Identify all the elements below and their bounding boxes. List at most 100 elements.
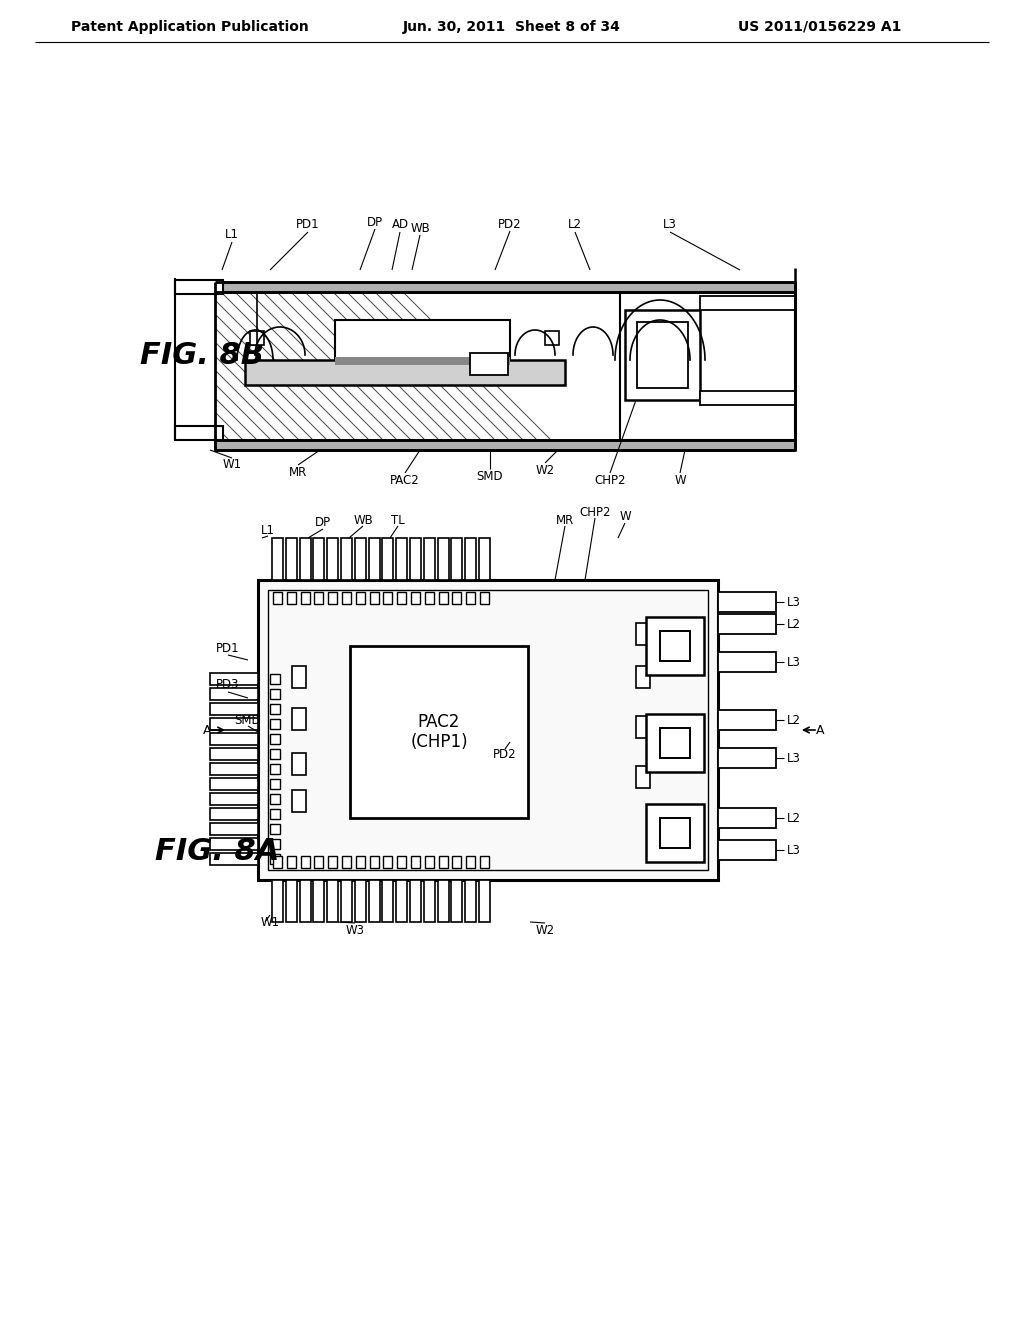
Bar	[700, 391, 795, 405]
Bar	[466, 591, 475, 605]
Bar	[314, 855, 324, 869]
Bar	[342, 855, 351, 869]
Bar	[452, 539, 463, 579]
Bar	[397, 591, 407, 605]
Bar	[479, 880, 490, 921]
Bar	[210, 808, 258, 820]
Bar	[370, 855, 379, 869]
Bar	[425, 855, 434, 869]
Bar	[718, 652, 776, 672]
Bar	[350, 645, 528, 818]
Bar	[545, 331, 559, 345]
Bar	[270, 779, 280, 789]
Bar	[646, 804, 705, 862]
Text: FIG. 8A: FIG. 8A	[155, 837, 280, 866]
Bar	[718, 614, 776, 634]
Bar	[355, 855, 365, 869]
Bar	[258, 579, 718, 880]
Text: A: A	[203, 723, 211, 737]
Text: L3: L3	[787, 843, 801, 857]
Bar	[270, 704, 280, 714]
Bar	[479, 539, 490, 579]
Text: PD2: PD2	[499, 218, 522, 231]
Bar	[342, 591, 351, 605]
Bar	[210, 704, 258, 715]
Bar	[424, 539, 435, 579]
Bar	[636, 667, 650, 688]
Bar	[718, 710, 776, 730]
Bar	[292, 667, 306, 688]
Bar	[465, 539, 476, 579]
Bar	[718, 840, 776, 861]
Text: AD: AD	[391, 219, 409, 231]
Bar	[328, 880, 338, 921]
Text: W2: W2	[536, 463, 555, 477]
Text: L3: L3	[787, 751, 801, 764]
Bar	[470, 352, 508, 375]
Bar	[660, 631, 690, 661]
Bar	[314, 591, 324, 605]
Bar	[453, 591, 462, 605]
Bar	[272, 880, 283, 921]
Text: MR: MR	[289, 466, 307, 479]
Bar	[273, 855, 282, 869]
Bar	[270, 748, 280, 759]
Text: L2: L2	[787, 618, 801, 631]
Bar	[453, 855, 462, 869]
Bar	[270, 719, 280, 729]
Bar	[287, 591, 296, 605]
Bar	[718, 591, 776, 612]
Bar	[438, 591, 447, 605]
Bar	[268, 590, 708, 870]
Bar	[210, 733, 258, 744]
Bar	[328, 539, 338, 579]
Bar	[273, 591, 282, 605]
Bar	[335, 356, 510, 366]
Bar	[287, 855, 296, 869]
Text: L2: L2	[787, 812, 801, 825]
Bar	[396, 539, 408, 579]
Text: DP: DP	[367, 215, 383, 228]
Bar	[270, 795, 280, 804]
Text: L3: L3	[664, 219, 677, 231]
Bar	[424, 880, 435, 921]
Bar	[301, 591, 309, 605]
Polygon shape	[215, 292, 620, 440]
Bar	[437, 880, 449, 921]
Bar	[636, 715, 650, 738]
Bar	[270, 840, 280, 849]
Text: W1: W1	[260, 916, 280, 928]
Text: W3: W3	[345, 924, 365, 936]
Bar	[660, 729, 690, 758]
Bar	[718, 748, 776, 768]
Bar	[215, 440, 795, 450]
Bar	[313, 880, 325, 921]
Bar	[210, 838, 258, 850]
Text: W: W	[674, 474, 686, 487]
Bar	[465, 880, 476, 921]
Text: DP: DP	[315, 516, 331, 529]
Bar	[396, 880, 408, 921]
Bar	[646, 616, 705, 675]
Text: SMD: SMD	[234, 714, 261, 726]
Text: SMD: SMD	[477, 470, 504, 483]
Bar	[270, 764, 280, 774]
Bar	[383, 855, 392, 869]
Text: W2: W2	[536, 924, 555, 936]
Bar	[270, 734, 280, 744]
Text: PD1: PD1	[296, 219, 319, 231]
Bar	[625, 310, 700, 400]
Bar	[636, 623, 650, 645]
Text: PD3: PD3	[216, 678, 240, 692]
Text: US 2011/0156229 A1: US 2011/0156229 A1	[738, 20, 902, 34]
Bar	[335, 319, 510, 360]
Text: Patent Application Publication: Patent Application Publication	[71, 20, 309, 34]
Text: L2: L2	[787, 714, 801, 726]
Bar	[270, 809, 280, 818]
Text: Jun. 30, 2011  Sheet 8 of 34: Jun. 30, 2011 Sheet 8 of 34	[403, 20, 621, 34]
Text: WB: WB	[411, 222, 430, 235]
Bar	[329, 855, 337, 869]
Bar	[210, 853, 258, 865]
Bar	[341, 539, 352, 579]
Bar	[382, 539, 393, 579]
